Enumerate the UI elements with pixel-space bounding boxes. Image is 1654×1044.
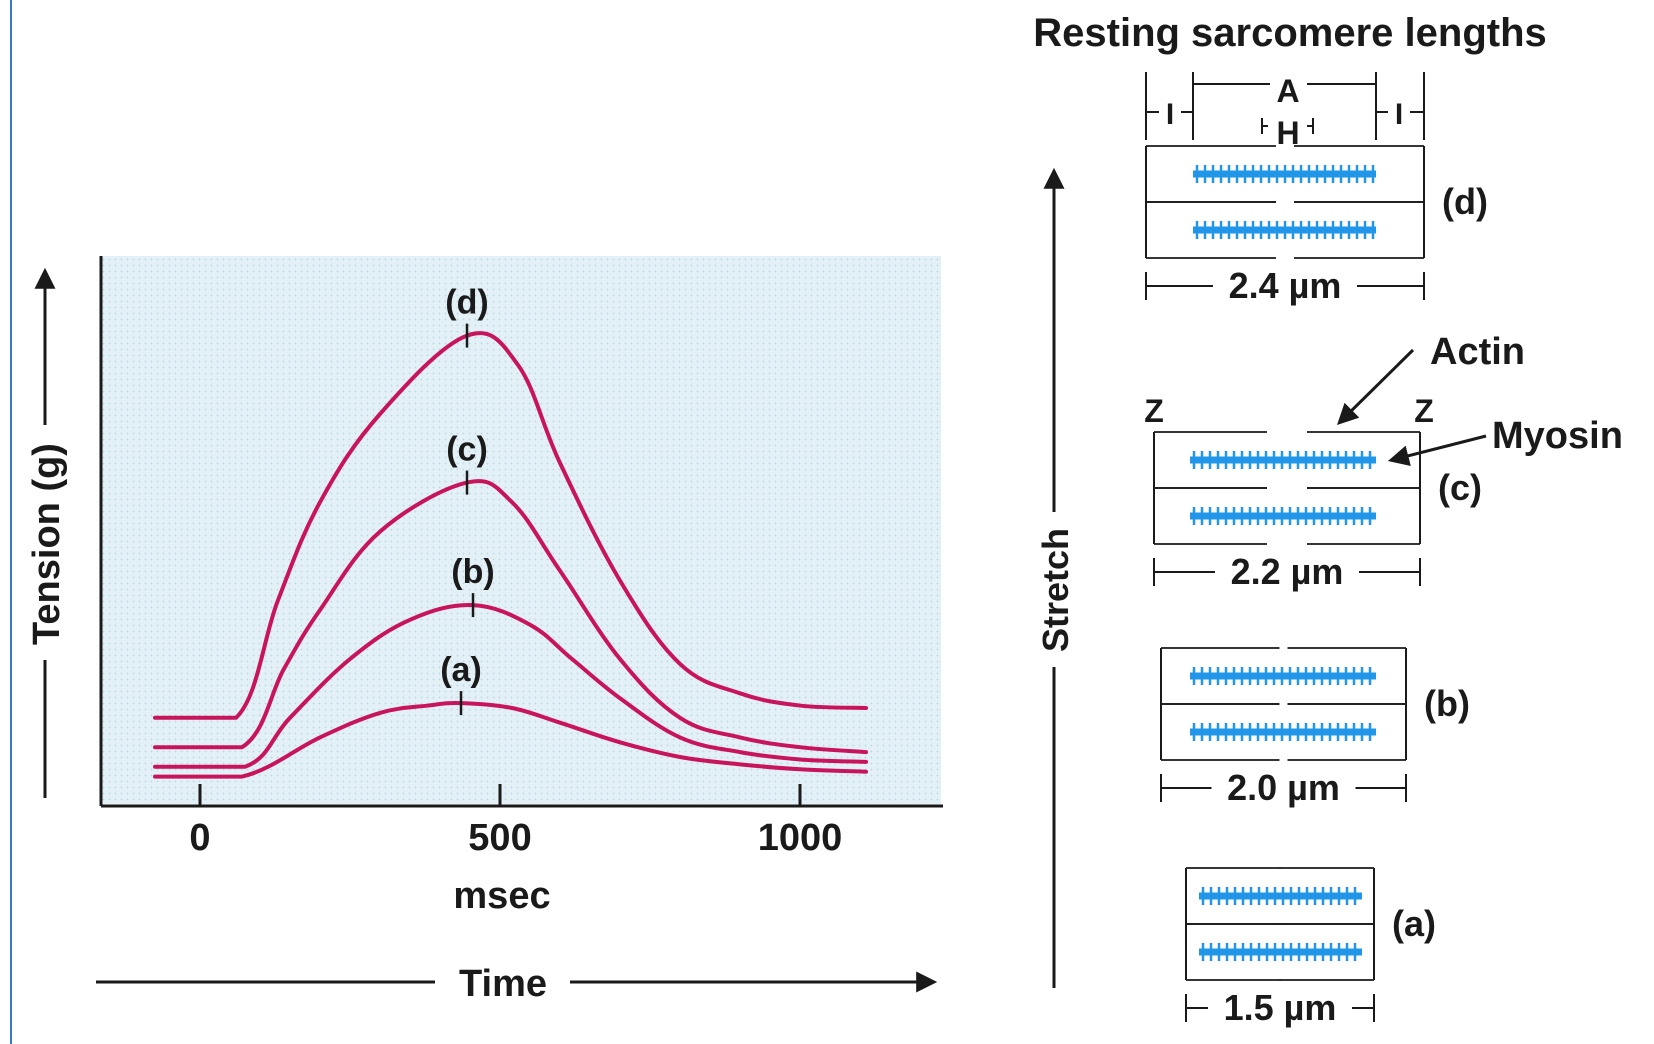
tension-curve [153,331,868,720]
band-label-i-left: I [1166,98,1174,131]
sarcomere: 1.5 µm (a) [1185,867,1436,1028]
sarcomere-panel: Resting sarcomere lengths Stretch I A H … [1024,11,1623,1028]
curve-label: (b) [451,553,494,591]
x-tick-label: 0 [189,817,210,859]
actin-pointer [1337,348,1415,425]
sarcomere-length-label: 2.4 µm [1229,265,1342,306]
x-ticks: 0 500 1000 [189,784,842,859]
tension-curve [153,479,868,755]
sarcomere-label: (d) [1442,181,1488,222]
myosin-pointer [1387,434,1487,467]
x-axis-unit-label: msec [453,875,550,917]
tension-curve [153,701,868,779]
x-tick-label: 500 [468,817,531,859]
sarcomere: 2.2 µm (c) [1153,431,1482,592]
curve-labels: (a) (b) (c) (d) [440,284,495,716]
actin-label: Actin [1430,331,1525,373]
stretch-label: Stretch [1035,528,1076,652]
band-label-a: A [1276,73,1299,109]
sarcomere-label: (c) [1438,467,1482,508]
tension-curves [153,331,868,779]
curve-label: (d) [445,284,488,322]
band-annotations: I A H I [1145,72,1425,151]
z-label-right: Z [1414,393,1434,429]
sarcomere-length-label: 2.2 µm [1231,551,1344,592]
sarcomere-panel-title: Resting sarcomere lengths [1033,11,1547,55]
band-label-h: H [1276,115,1299,151]
sarcomere: 2.0 µm (b) [1160,647,1470,808]
tension-graph: 0 500 1000 (a) (b) (c) (d) msec Tension (g) T… [22,256,943,1010]
sarcomere-diagrams: 2.4 µm (d) 2.2 µm (c) 2.0 µm (b) 1.5 µm (a) [1145,145,1488,1028]
x-tick-label: 1000 [758,817,843,859]
tension-curve [153,603,868,769]
band-label-i-right: I [1395,98,1403,131]
curve-label: (a) [440,651,482,689]
tension-axis-label: Tension (g) [26,443,68,645]
time-label: Time [459,963,547,1005]
myosin-label: Myosin [1492,415,1623,457]
curve-label: (c) [446,431,488,469]
sarcomere-label: (a) [1392,903,1436,944]
sarcomere-label: (b) [1424,683,1470,724]
sarcomere: 2.4 µm (d) [1145,145,1488,306]
sarcomere-length-label: 2.0 µm [1227,767,1340,808]
sarcomere-length-label: 1.5 µm [1224,987,1337,1028]
plot-area-background [101,256,941,804]
z-label-left: Z [1144,393,1164,429]
